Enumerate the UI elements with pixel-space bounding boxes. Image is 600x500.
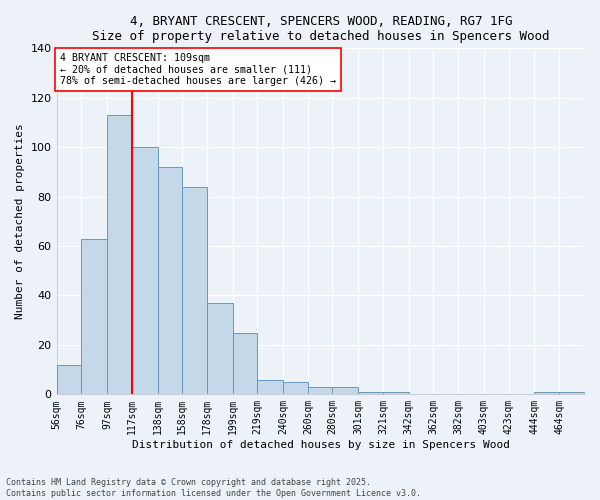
- Bar: [535, 392, 559, 394]
- Text: Contains HM Land Registry data © Crown copyright and database right 2025.
Contai: Contains HM Land Registry data © Crown c…: [6, 478, 421, 498]
- Bar: [383, 392, 409, 394]
- Text: 4 BRYANT CRESCENT: 109sqm
← 20% of detached houses are smaller (111)
78% of semi: 4 BRYANT CRESCENT: 109sqm ← 20% of detac…: [60, 54, 336, 86]
- Bar: [158, 167, 182, 394]
- Bar: [308, 387, 332, 394]
- Title: 4, BRYANT CRESCENT, SPENCERS WOOD, READING, RG7 1FG
Size of property relative to: 4, BRYANT CRESCENT, SPENCERS WOOD, READI…: [92, 15, 550, 43]
- Bar: [283, 382, 308, 394]
- Bar: [233, 332, 257, 394]
- Bar: [358, 392, 383, 394]
- Bar: [56, 364, 81, 394]
- Bar: [107, 115, 131, 394]
- Bar: [131, 147, 158, 394]
- Bar: [81, 238, 107, 394]
- Bar: [332, 387, 358, 394]
- Y-axis label: Number of detached properties: Number of detached properties: [15, 124, 25, 319]
- Bar: [182, 186, 207, 394]
- X-axis label: Distribution of detached houses by size in Spencers Wood: Distribution of detached houses by size …: [132, 440, 510, 450]
- Bar: [257, 380, 283, 394]
- Bar: [559, 392, 585, 394]
- Bar: [207, 303, 233, 394]
